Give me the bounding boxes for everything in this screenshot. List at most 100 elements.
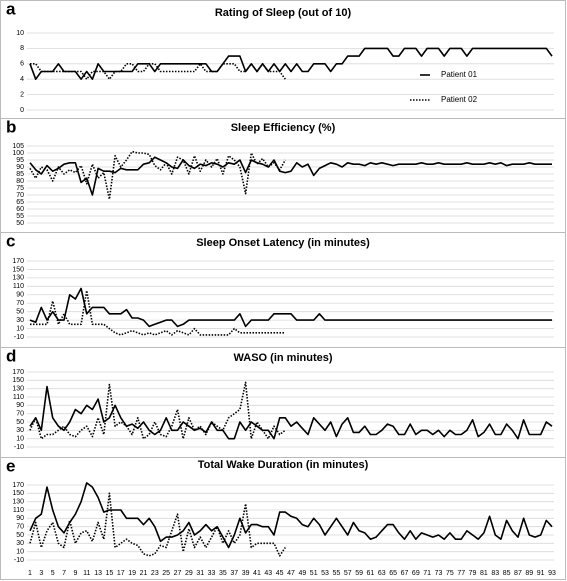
panel-frame [0, 457, 566, 580]
series-line [29, 381, 286, 440]
y-tick-label: 10 [16, 30, 24, 37]
x-tick-label: 3 [39, 570, 43, 577]
legend-label: Patient 01 [441, 70, 478, 79]
x-tick-label: 87 [514, 570, 522, 577]
x-tick-label: 67 [401, 570, 409, 577]
y-tick-label: 105 [12, 143, 24, 150]
x-tick-label: 39 [242, 570, 250, 577]
panel-frame [0, 347, 566, 458]
series-line [29, 150, 286, 200]
x-tick-label: 81 [480, 570, 488, 577]
y-tick-label: 10 [16, 325, 24, 332]
y-tick-label: 70 [16, 411, 24, 418]
y-tick-label: 90 [16, 292, 24, 299]
chart-title: Rating of Sleep (out of 10) [215, 7, 352, 19]
y-tick-label: 50 [16, 419, 24, 426]
series-line [29, 287, 552, 328]
x-tick-label: 57 [344, 570, 352, 577]
series-line [29, 385, 553, 440]
y-tick-label: 30 [16, 540, 24, 547]
y-tick-label: 70 [16, 192, 24, 199]
panel-letter: b [6, 117, 16, 136]
series-line [29, 482, 553, 549]
panel-frame [0, 232, 566, 348]
y-tick-label: 150 [12, 266, 24, 273]
y-tick-label: -10 [14, 557, 24, 564]
chart-title: Sleep Efficiency (%) [231, 122, 336, 134]
y-tick-label: 95 [16, 157, 24, 164]
x-tick-label: 65 [389, 570, 397, 577]
x-tick-label: 19 [128, 570, 136, 577]
y-tick-label: 75 [16, 185, 24, 192]
y-tick-label: 70 [16, 524, 24, 531]
x-tick-label: 79 [469, 570, 477, 577]
x-tick-label: 31 [196, 570, 204, 577]
y-tick-label: 55 [16, 213, 24, 220]
x-tick-label: 1 [28, 570, 32, 577]
series-line [30, 63, 286, 80]
x-tick-label: 13 [94, 570, 102, 577]
panel-letter: c [6, 231, 15, 250]
y-tick-label: 50 [16, 220, 24, 227]
x-tick-label: 93 [548, 570, 556, 577]
y-tick-label: 0 [20, 107, 24, 114]
y-tick-label: 110 [13, 394, 24, 401]
y-tick-label: 2 [20, 91, 24, 98]
panel-frame [0, 118, 566, 233]
x-tick-label: 51 [310, 570, 318, 577]
y-tick-label: 100 [12, 150, 24, 157]
x-tick-label: 9 [73, 570, 77, 577]
y-tick-label: 50 [16, 309, 24, 316]
y-tick-label: 150 [12, 490, 24, 497]
y-tick-label: 170 [12, 258, 24, 265]
y-tick-label: 60 [16, 206, 24, 213]
x-tick-label: 29 [185, 570, 193, 577]
y-tick-label: 70 [16, 300, 24, 307]
y-tick-label: 130 [12, 386, 24, 393]
x-tick-label: 89 [525, 570, 533, 577]
y-tick-label: 30 [16, 317, 24, 324]
legend-label: Patient 02 [441, 95, 478, 104]
x-tick-label: 91 [537, 570, 545, 577]
chart-title: Total Wake Duration (in minutes) [198, 459, 369, 471]
x-tick-label: 15 [106, 570, 114, 577]
y-tick-label: 65 [16, 199, 24, 206]
x-tick-label: 69 [412, 570, 420, 577]
chart-title: Sleep Onset Latency (in minutes) [196, 237, 370, 249]
series-line [29, 47, 553, 80]
y-tick-label: 10 [16, 436, 24, 443]
x-tick-label: 17 [117, 570, 125, 577]
panel-letter: e [6, 456, 15, 475]
x-tick-label: 41 [253, 570, 261, 577]
x-tick-label: 63 [378, 570, 386, 577]
y-tick-label: 90 [16, 515, 24, 522]
x-tick-label: 11 [83, 570, 90, 577]
x-tick-label: 33 [208, 570, 216, 577]
series-line [29, 156, 552, 196]
x-tick-label: 43 [264, 570, 272, 577]
series-line [30, 289, 286, 336]
y-tick-label: 10 [16, 549, 24, 556]
x-tick-label: 55 [332, 570, 340, 577]
y-tick-label: 4 [20, 76, 24, 83]
y-tick-label: 8 [20, 45, 24, 52]
y-tick-label: -10 [14, 444, 24, 451]
y-tick-label: -10 [14, 334, 24, 341]
x-tick-label: 61 [367, 570, 375, 577]
panel-letter: d [6, 346, 16, 365]
x-tick-label: 5 [51, 570, 55, 577]
chart-title: WASO (in minutes) [234, 352, 333, 364]
x-tick-label: 23 [151, 570, 159, 577]
y-tick-label: 6 [20, 61, 24, 68]
y-tick-label: 90 [16, 402, 24, 409]
x-tick-label: 77 [457, 570, 465, 577]
x-tick-label: 37 [230, 570, 238, 577]
y-tick-label: 80 [16, 178, 24, 185]
x-tick-label: 45 [276, 570, 284, 577]
x-tick-label: 25 [162, 570, 170, 577]
x-tick-label: 71 [423, 570, 431, 577]
x-tick-label: 7 [62, 570, 66, 577]
y-tick-label: 110 [13, 283, 24, 290]
